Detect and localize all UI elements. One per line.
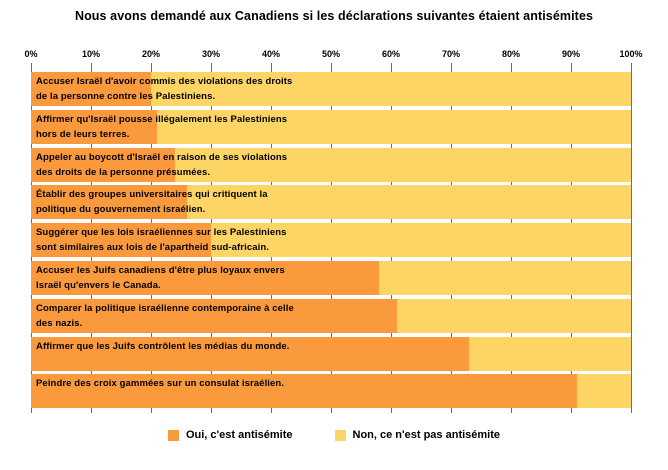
bar-row: Suggérer que les lois israéliennes sur l… xyxy=(31,223,631,258)
bar-label: Suggérer que les lois israéliennes sur l… xyxy=(36,227,287,254)
bar-row: Peindre des croix gammées sur un consula… xyxy=(31,374,631,409)
bar-segment-non xyxy=(187,185,631,220)
bar-segment-non xyxy=(151,72,631,106)
bar-row: Affirmer que les Juifs contrôlent les mé… xyxy=(31,336,631,371)
bar-segment-non xyxy=(175,147,631,182)
x-axis-tick-label: 60% xyxy=(381,49,401,59)
x-axis-tick-label: 100% xyxy=(619,49,643,59)
bar-segment-oui xyxy=(31,72,151,106)
bar-row: Accuser Israël d'avoir commis des violat… xyxy=(31,72,631,106)
bar-segment-oui xyxy=(31,261,379,295)
x-axis-tick-label: 80% xyxy=(501,49,521,59)
x-axis-tick-label: 0% xyxy=(24,49,38,59)
legend-item: Non, ce n'est pas antisémite xyxy=(334,429,501,441)
bar-label: Établir des groupes universitaires qui c… xyxy=(36,189,268,216)
x-axis-tick-label: 40% xyxy=(261,49,281,59)
bar-label: Appeler au boycott d'Israël en raison de… xyxy=(36,151,288,178)
legend-swatch-icon xyxy=(334,429,346,441)
legend: Oui, c'est antisémite Non, ce n'est pas a… xyxy=(0,429,668,441)
x-axis-tick-label: 30% xyxy=(201,49,221,59)
bar-segment-non xyxy=(469,336,631,371)
bar-label: Peindre des croix gammées sur un consula… xyxy=(36,378,285,390)
x-axis-tick-label: 20% xyxy=(141,49,161,59)
bar-segment-non xyxy=(157,109,631,144)
legend-swatch-icon xyxy=(167,429,179,441)
x-axis-tick-label: 50% xyxy=(321,49,341,59)
bar-segment-oui xyxy=(31,223,211,258)
bar-label: Accuser Israël d'avoir commis des violat… xyxy=(36,76,293,102)
bar-row: Comparer la politique israélienne contem… xyxy=(31,298,631,333)
legend-item: Oui, c'est antisémite xyxy=(167,429,293,441)
chart-title: Nous avons demandé aux Canadiens si les … xyxy=(74,9,594,23)
bar-label: Comparer la politique israélienne contem… xyxy=(36,302,294,329)
bar-row: Appeler au boycott d'Israël en raison de… xyxy=(31,147,631,182)
bar-row: Accuser les Juifs canadiens d'être plus … xyxy=(31,261,631,295)
bar-segment-oui xyxy=(31,185,187,220)
gridline xyxy=(631,63,632,413)
legend-label: Non, ce n'est pas antisémite xyxy=(352,429,501,441)
x-axis-tick-label: 70% xyxy=(441,49,461,59)
bar-row: Établir des groupes universitaires qui c… xyxy=(31,185,631,220)
bar-segment-oui xyxy=(31,298,397,333)
bar-segment-oui xyxy=(31,336,469,371)
bar-segment-non xyxy=(397,298,631,333)
bar-label: Accuser les Juifs canadiens d'être plus … xyxy=(36,265,285,291)
bar-segment-non xyxy=(577,374,631,409)
bar-segment-oui xyxy=(31,109,157,144)
x-axis-tick-label: 10% xyxy=(81,49,101,59)
bar-row: Affirmer qu'Israël pousse illégalement l… xyxy=(31,109,631,144)
bar-segment-oui xyxy=(31,374,577,409)
bar-segment-non xyxy=(211,223,631,258)
bar-label: Affirmer que les Juifs contrôlent les mé… xyxy=(36,340,290,352)
legend-label: Oui, c'est antisémite xyxy=(185,429,293,441)
bar-label: Affirmer qu'Israël pousse illégalement l… xyxy=(36,113,288,140)
x-axis-tick-label: 90% xyxy=(561,49,581,59)
bar-segment-oui xyxy=(31,147,175,182)
bar-segment-non xyxy=(379,261,631,295)
